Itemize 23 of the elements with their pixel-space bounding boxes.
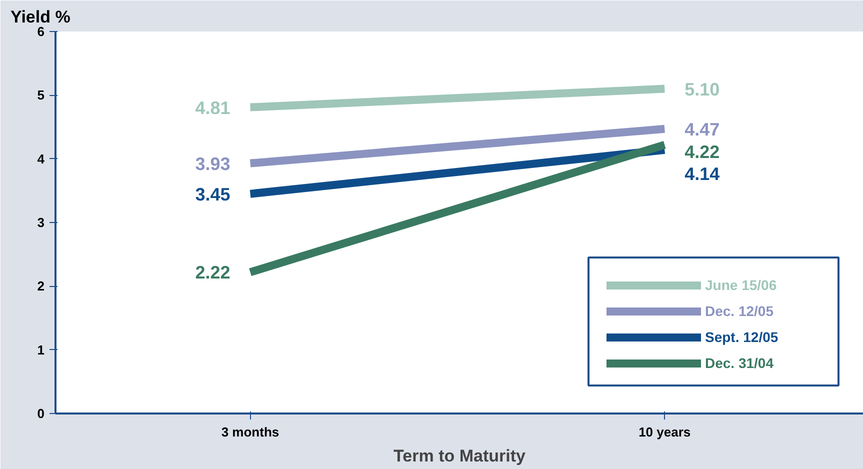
text: June 15/06 <box>705 277 777 293</box>
y-tick-label: 4 <box>37 151 46 166</box>
y-tick-label: 1 <box>37 342 45 358</box>
x-tick-label: 10 years <box>638 424 691 440</box>
data-label: 3.45 <box>195 184 230 204</box>
x-tick-label: 3 months <box>221 424 280 440</box>
y-axis-title: Yield % <box>10 8 70 26</box>
text: Sept. 12/05 <box>705 329 778 345</box>
data-label: 4.47 <box>684 119 720 140</box>
text: Dec. 31/04 <box>705 355 774 371</box>
data-label: 4.81 <box>195 98 230 118</box>
data-label: 2.22 <box>195 262 230 283</box>
y-tick-label: 3 <box>37 215 45 230</box>
data-label: 4.22 <box>684 142 720 162</box>
y-tick-label: 2 <box>37 278 45 294</box>
data-label: 5.10 <box>684 79 720 100</box>
y-tick-label: 0 <box>37 406 45 421</box>
y-tick-label: 5 <box>37 88 45 103</box>
y-tick-label: 6 <box>37 24 45 39</box>
text: Dec. 12/05 <box>705 303 774 319</box>
data-label: 4.14 <box>684 164 720 184</box>
x-axis-title: Term to Maturity <box>394 446 526 466</box>
data-label: 3.93 <box>195 154 230 174</box>
